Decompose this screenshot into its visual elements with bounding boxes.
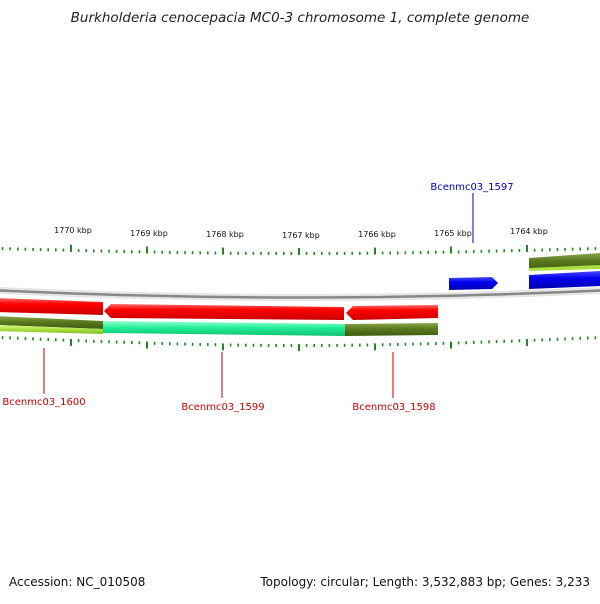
genome-summary: Topology: circular; Length: 3,532,883 bp… (260, 575, 590, 589)
cds-Bcenmc03_1598[interactable] (346, 305, 438, 320)
scale-label: 1764 kbp (510, 227, 548, 236)
cds-Bcenmc03_1597[interactable] (449, 277, 498, 290)
gene-feature-lime-top (529, 265, 600, 271)
gene-label-1600[interactable]: Bcenmc03_1600 (2, 397, 85, 408)
scale-label: 1766 kbp (358, 230, 396, 239)
page-title: Burkholderia cenocepacia MC0-3 chromosom… (70, 10, 530, 26)
gene-feature-lime-left (0, 325, 103, 334)
scale-label: 1767 kbp (282, 231, 320, 240)
cds-Bcenmc03_1600[interactable] (0, 298, 103, 315)
accession-text: Accession: NC_010508 (9, 575, 146, 589)
gene-feature-olive-left[interactable] (0, 316, 103, 329)
scale-ticks-top (1, 244, 597, 255)
scale-label: 1765 kbp (434, 229, 472, 238)
gene-label-1599[interactable]: Bcenmc03_1599 (181, 402, 264, 413)
gene-label-1597[interactable]: Bcenmc03_1597 (430, 182, 513, 193)
scale-ticks-bottom (1, 336, 597, 351)
cds-Bcenmc03_1599[interactable] (104, 304, 344, 320)
scale-label: 1770 kbp (54, 226, 92, 235)
gene-feature-green[interactable] (103, 321, 345, 336)
gene-label-1598[interactable]: Bcenmc03_1598 (352, 402, 435, 413)
chromosome-backbone-edge (0, 289, 600, 299)
cds-forward-right[interactable] (529, 271, 600, 289)
scale-label: 1768 kbp (206, 230, 244, 239)
gene-feature-olive-right[interactable] (345, 323, 438, 336)
scale-label: 1769 kbp (130, 229, 168, 238)
